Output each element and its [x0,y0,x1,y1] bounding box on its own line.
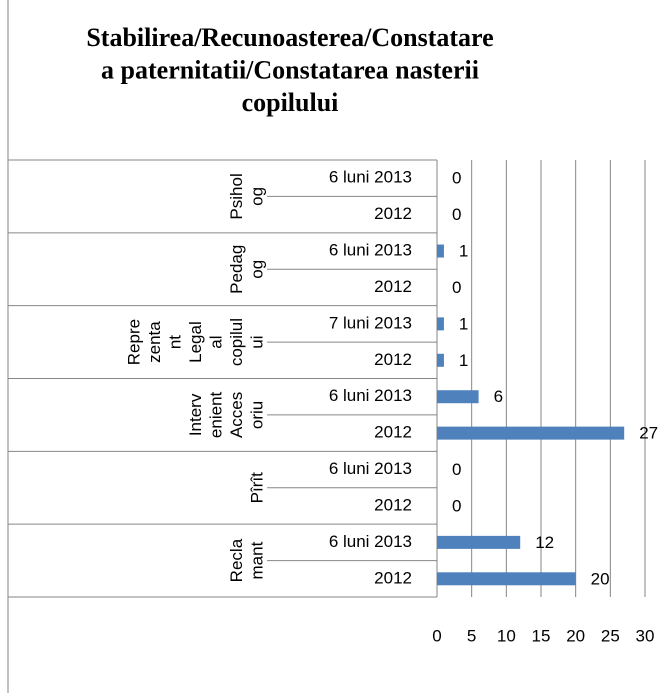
bar [437,426,625,440]
y-tick-label: 2012 [374,277,412,296]
group-label: nt [165,335,184,349]
x-tick-label: 25 [601,626,620,645]
group-label: mant [247,541,266,579]
x-tick-label: 5 [467,626,476,645]
bar [437,353,444,367]
value-label: 0 [452,169,461,188]
value-label: 1 [459,242,468,261]
group-label: og [247,187,266,206]
group-label: zenta [145,321,164,363]
bar [437,390,479,404]
value-label: 12 [535,533,554,552]
value-label: 6 [494,387,503,406]
x-tick-label: 20 [566,626,585,645]
value-label: 0 [452,278,461,297]
chart-title: copilului [242,88,339,117]
value-label: 20 [591,569,610,588]
y-tick-label: 6 luni 2013 [329,168,412,187]
value-label: 0 [452,496,461,515]
y-tick-label: 6 luni 2013 [329,386,412,405]
x-tick-label: 0 [432,626,441,645]
y-tick-label: 2012 [374,495,412,514]
group-label: Pîrît [247,472,266,503]
bar [437,535,521,549]
bar [437,317,444,331]
y-tick-label: 6 luni 2013 [329,532,412,551]
group-label: Pedag [227,245,246,294]
group-label: Acces [227,392,246,438]
y-tick-label: 2012 [374,568,412,587]
bar [437,244,444,258]
value-label: 0 [452,205,461,224]
x-tick-label: 15 [532,626,551,645]
group-label: enient [206,391,225,438]
value-label: 0 [452,460,461,479]
value-label: 1 [459,351,468,370]
group-label: Legal [186,321,205,363]
chart-title: Stabilirea/Recunoasterea/Constatare [86,23,493,52]
x-tick-label: 30 [636,626,655,645]
y-tick-label: 6 luni 2013 [329,459,412,478]
value-label: 1 [459,314,468,333]
y-tick-label: 7 luni 2013 [329,313,412,332]
bar [437,572,576,586]
group-label: copilul [227,318,246,366]
group-label: ui [247,335,266,348]
x-tick-label: 10 [497,626,516,645]
group-label: Recla [227,538,246,582]
group-label: al [206,335,225,348]
chart-title: a paternitatii/Constatarea nasterii [101,55,479,84]
y-tick-label: 6 luni 2013 [329,241,412,260]
value-label: 27 [639,424,658,443]
y-tick-label: 2012 [374,350,412,369]
y-tick-label: 2012 [374,423,412,442]
group-label: Repre [124,319,143,365]
group-label: og [247,260,266,279]
y-tick-label: 2012 [374,204,412,223]
group-label: Psihol [227,173,246,219]
group-label: Interv [186,393,205,436]
group-label: oriu [247,401,266,429]
